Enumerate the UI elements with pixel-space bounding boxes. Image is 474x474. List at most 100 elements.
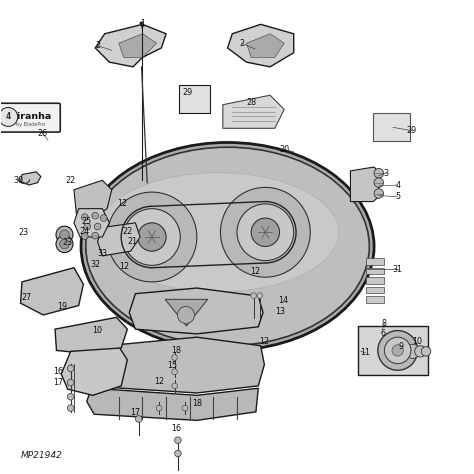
Circle shape	[67, 365, 74, 372]
Circle shape	[60, 239, 69, 249]
Circle shape	[378, 330, 418, 370]
Circle shape	[0, 108, 18, 127]
Text: 12: 12	[118, 200, 128, 209]
Text: 31: 31	[392, 264, 403, 273]
Text: 27: 27	[21, 293, 32, 302]
Bar	[365, 268, 383, 274]
Circle shape	[182, 405, 188, 411]
FancyBboxPatch shape	[373, 113, 410, 141]
Circle shape	[82, 233, 88, 239]
Circle shape	[67, 405, 74, 411]
Text: 19: 19	[57, 302, 67, 311]
Polygon shape	[74, 209, 109, 237]
Circle shape	[136, 416, 142, 422]
Polygon shape	[98, 223, 140, 256]
Circle shape	[421, 346, 431, 356]
Circle shape	[374, 168, 383, 178]
Text: 18: 18	[172, 346, 182, 355]
Circle shape	[251, 293, 256, 299]
Text: 12: 12	[154, 377, 164, 386]
Polygon shape	[228, 24, 294, 67]
Text: 5: 5	[395, 192, 400, 201]
Text: 17: 17	[53, 378, 64, 387]
Text: 14: 14	[278, 296, 288, 305]
Polygon shape	[246, 34, 284, 57]
Text: 16: 16	[172, 424, 182, 433]
Text: 21: 21	[127, 237, 137, 246]
Circle shape	[172, 355, 177, 360]
Bar	[365, 277, 383, 284]
Text: 18: 18	[192, 399, 202, 408]
Circle shape	[374, 189, 383, 198]
Circle shape	[84, 223, 91, 230]
Polygon shape	[119, 34, 156, 57]
Text: 32: 32	[90, 260, 100, 269]
Circle shape	[174, 437, 181, 444]
Text: 12: 12	[259, 337, 270, 346]
Polygon shape	[223, 95, 284, 128]
Text: 24: 24	[80, 227, 90, 236]
Circle shape	[67, 393, 74, 400]
Text: 16: 16	[54, 367, 64, 376]
Text: 2: 2	[239, 39, 244, 48]
Text: 1: 1	[140, 19, 145, 28]
Polygon shape	[101, 337, 264, 393]
Text: 30: 30	[14, 176, 24, 185]
Polygon shape	[55, 318, 128, 354]
Text: 25: 25	[82, 218, 92, 227]
Text: 4: 4	[6, 112, 11, 121]
Text: 29: 29	[182, 88, 192, 97]
Circle shape	[177, 307, 194, 323]
Ellipse shape	[98, 173, 338, 292]
Circle shape	[94, 223, 101, 230]
Circle shape	[384, 337, 411, 364]
Text: 26: 26	[37, 128, 47, 137]
Polygon shape	[95, 24, 166, 67]
Text: 23: 23	[18, 228, 28, 237]
Circle shape	[237, 204, 294, 261]
FancyBboxPatch shape	[179, 85, 210, 113]
Circle shape	[56, 236, 73, 253]
Circle shape	[257, 293, 263, 299]
Circle shape	[82, 214, 88, 220]
Text: 23: 23	[63, 238, 73, 247]
FancyBboxPatch shape	[0, 103, 60, 132]
Text: 15: 15	[167, 361, 177, 370]
Text: 8: 8	[382, 319, 387, 328]
Text: 17: 17	[130, 408, 140, 417]
Bar	[365, 296, 383, 303]
Polygon shape	[20, 172, 41, 185]
Circle shape	[156, 405, 162, 411]
Circle shape	[67, 379, 74, 386]
Polygon shape	[165, 300, 208, 326]
Text: 29: 29	[407, 126, 417, 135]
Polygon shape	[87, 388, 258, 420]
Text: by BladePro: by BladePro	[16, 122, 45, 127]
Text: 33: 33	[97, 249, 107, 258]
Circle shape	[220, 187, 310, 277]
Text: 10: 10	[92, 326, 102, 335]
Bar	[365, 287, 383, 293]
Circle shape	[107, 192, 197, 282]
Text: 3: 3	[383, 169, 388, 178]
Circle shape	[172, 383, 177, 389]
Polygon shape	[129, 288, 263, 334]
Circle shape	[415, 346, 426, 357]
Circle shape	[374, 178, 383, 187]
Text: 22: 22	[122, 227, 132, 236]
Bar	[365, 258, 383, 265]
Polygon shape	[350, 167, 379, 201]
Circle shape	[92, 212, 99, 219]
Circle shape	[172, 369, 177, 374]
Text: 6: 6	[380, 329, 385, 338]
Text: 4: 4	[395, 181, 400, 190]
Text: MP21942: MP21942	[20, 451, 63, 460]
Text: 10: 10	[412, 337, 422, 346]
Text: 20: 20	[279, 145, 289, 154]
Circle shape	[100, 215, 107, 221]
FancyBboxPatch shape	[358, 326, 428, 375]
Text: 22: 22	[65, 176, 76, 185]
Circle shape	[174, 450, 181, 457]
Ellipse shape	[81, 143, 374, 350]
Text: 28: 28	[246, 98, 256, 107]
